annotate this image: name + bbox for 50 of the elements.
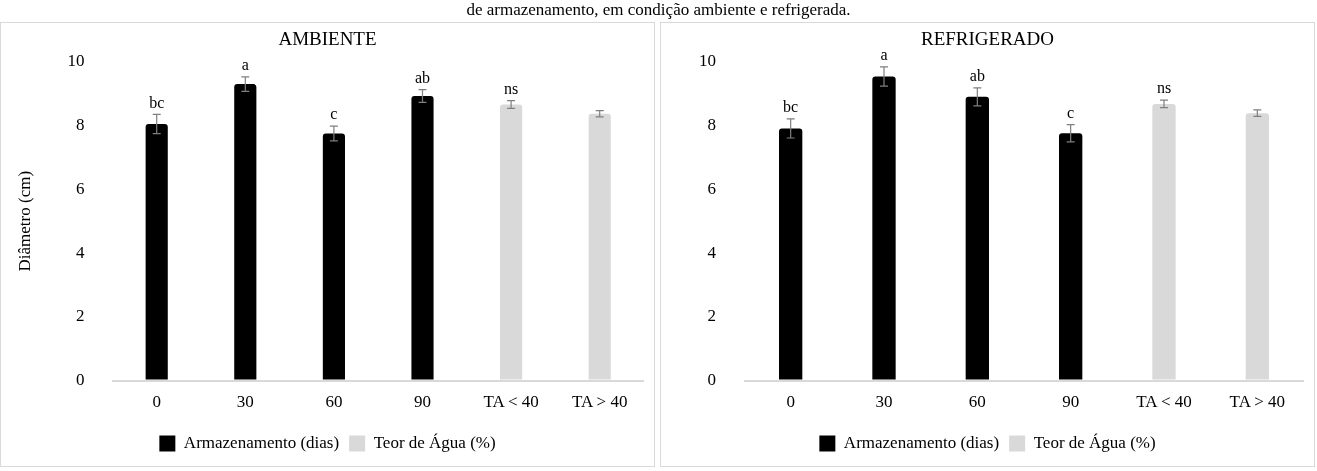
bar [145, 123, 168, 380]
y-tick-label: 4 [707, 242, 717, 262]
x-tick-label: 60 [968, 392, 986, 412]
legend-label: Armazenamento (dias) [183, 432, 340, 452]
legend-label: Armazenamento (dias) [843, 432, 1000, 452]
x-tick-label: TA > 40 [1229, 392, 1286, 412]
bar [965, 96, 989, 380]
y-tick-label: 6 [75, 178, 85, 198]
chart-title: AMBIENTE [278, 28, 377, 50]
x-tick-label: 30 [875, 392, 893, 412]
x-tick-label: 0 [152, 392, 161, 412]
data-label: bc [149, 93, 165, 111]
bar [779, 128, 803, 380]
x-tick-label: TA < 40 [1136, 392, 1192, 412]
x-tick-label: TA > 40 [571, 392, 628, 412]
data-label: a [241, 55, 249, 73]
text: de armazenamento, em condição ambiente e refrigerada. [465, 0, 852, 20]
y-tick-label: 8 [707, 115, 716, 135]
bar [872, 76, 896, 380]
data-label: ab [969, 67, 985, 85]
y-tick-label: 6 [707, 178, 716, 198]
data-label: c [330, 105, 338, 123]
data-label: ns [1156, 79, 1172, 97]
y-tick-label: 10 [67, 51, 85, 71]
y-tick-label: 8 [75, 115, 85, 135]
y-tick-label: 4 [75, 242, 85, 262]
bar [411, 95, 434, 380]
y-tick-label: 2 [707, 306, 716, 326]
data-label: bc [783, 98, 799, 116]
bar [322, 133, 345, 380]
legend-label: Teor de Água (%) [373, 432, 496, 452]
y-tick-label: 10 [699, 51, 716, 71]
legend-label: Teor de Água (%) [1033, 432, 1156, 452]
x-tick-label: 90 [1062, 392, 1080, 412]
y-axis-title: Diâmetro (cm) [14, 170, 34, 272]
data-label: a [880, 46, 888, 64]
x-tick-label: TA < 40 [483, 392, 539, 412]
data-label: c [1067, 103, 1075, 121]
y-tick-label: 2 [75, 306, 85, 326]
y-tick-label: 0 [707, 370, 716, 390]
bar [1059, 133, 1083, 380]
chart-title: REFRIGERADO [920, 28, 1055, 50]
x-tick-label: 90 [414, 392, 431, 412]
x-tick-label: 0 [786, 392, 795, 412]
y-tick-label: 0 [75, 370, 85, 390]
x-tick-label: 30 [236, 392, 254, 412]
bar [234, 84, 257, 380]
data-label: ab [414, 68, 431, 86]
data-label: ns [503, 79, 519, 97]
x-tick-label: 60 [325, 392, 343, 412]
